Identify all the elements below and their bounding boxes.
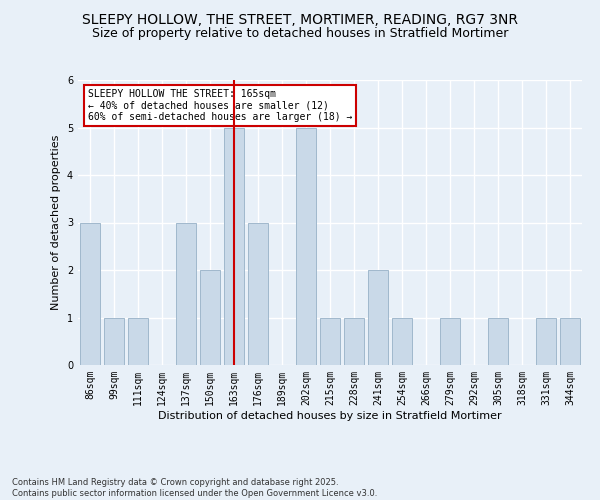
Bar — [248, 222, 268, 365]
Bar — [80, 222, 100, 365]
Bar — [560, 318, 580, 365]
Bar — [176, 222, 196, 365]
Bar — [104, 318, 124, 365]
Bar — [488, 318, 508, 365]
Bar — [440, 318, 460, 365]
Y-axis label: Number of detached properties: Number of detached properties — [52, 135, 61, 310]
Text: Size of property relative to detached houses in Stratfield Mortimer: Size of property relative to detached ho… — [92, 28, 508, 40]
Bar — [344, 318, 364, 365]
Bar — [296, 128, 316, 365]
Bar — [200, 270, 220, 365]
Bar — [368, 270, 388, 365]
Text: SLEEPY HOLLOW, THE STREET, MORTIMER, READING, RG7 3NR: SLEEPY HOLLOW, THE STREET, MORTIMER, REA… — [82, 12, 518, 26]
Text: SLEEPY HOLLOW THE STREET: 165sqm
← 40% of detached houses are smaller (12)
60% o: SLEEPY HOLLOW THE STREET: 165sqm ← 40% o… — [88, 88, 352, 122]
Bar — [320, 318, 340, 365]
X-axis label: Distribution of detached houses by size in Stratfield Mortimer: Distribution of detached houses by size … — [158, 410, 502, 420]
Bar — [536, 318, 556, 365]
Bar — [128, 318, 148, 365]
Bar — [224, 128, 244, 365]
Bar — [392, 318, 412, 365]
Text: Contains HM Land Registry data © Crown copyright and database right 2025.
Contai: Contains HM Land Registry data © Crown c… — [12, 478, 377, 498]
